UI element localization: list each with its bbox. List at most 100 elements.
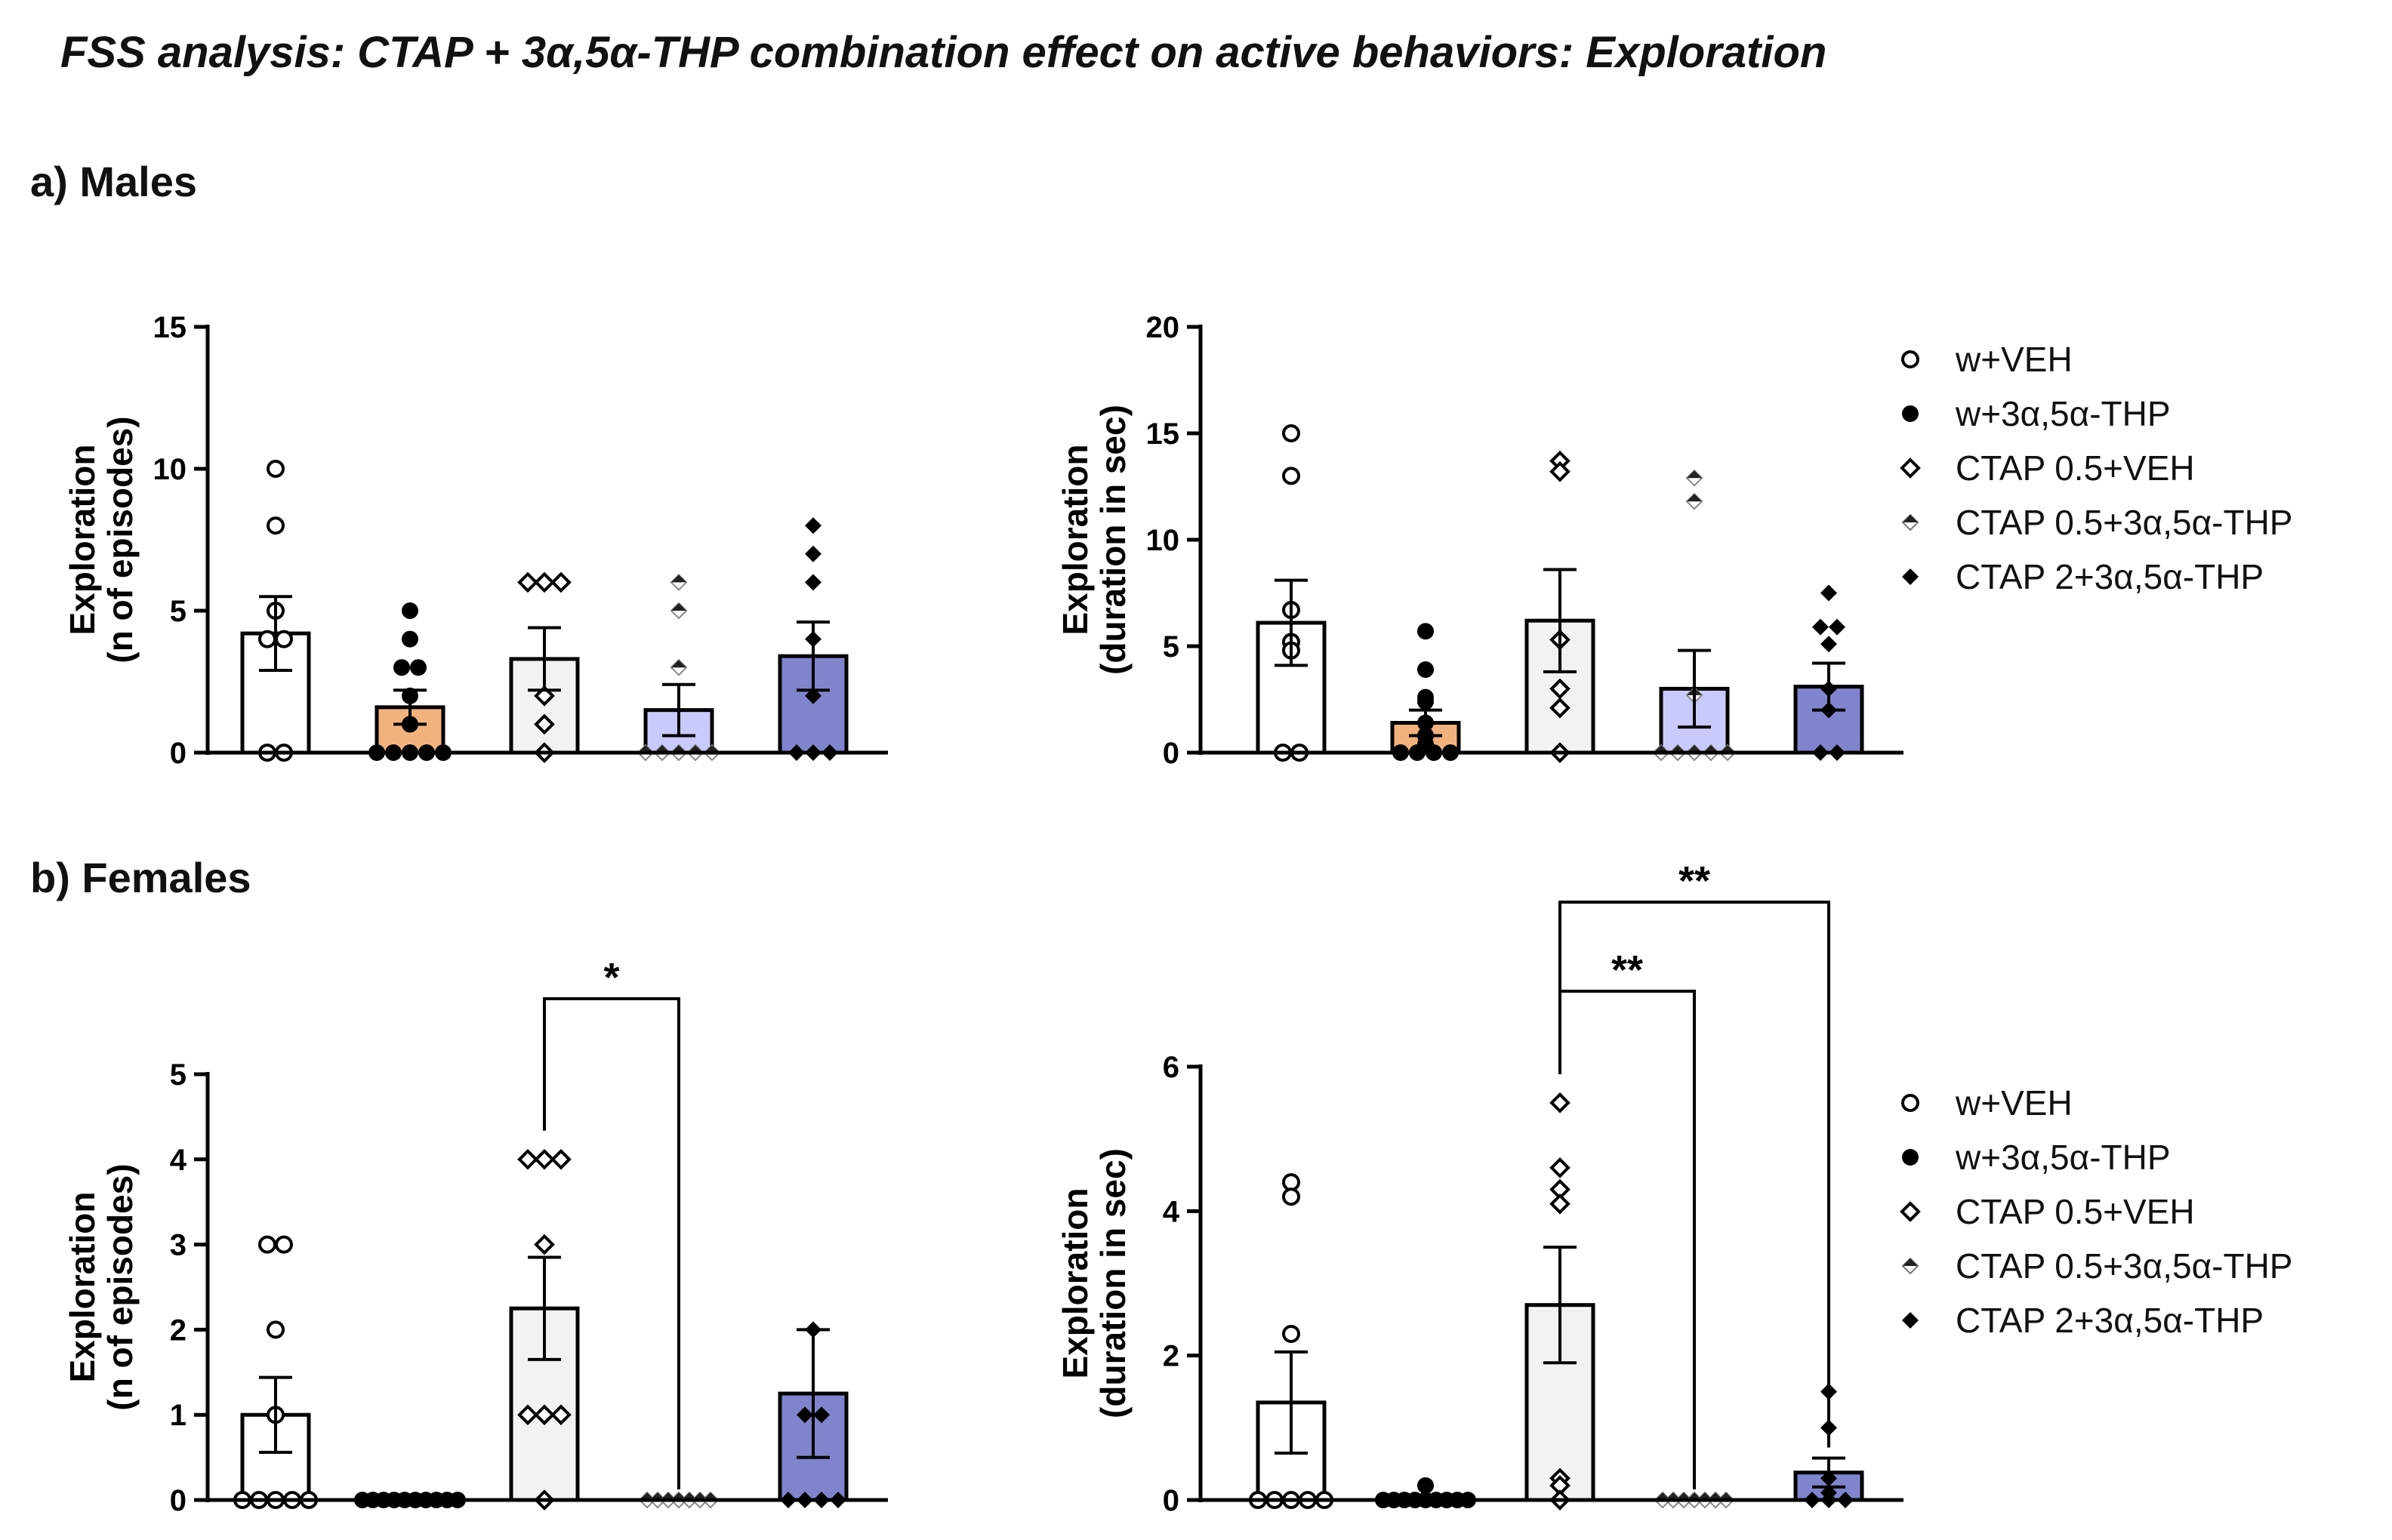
y-tick-label: 0 [1163, 1484, 1179, 1517]
points-group-5 [788, 517, 838, 761]
significance-bracket-line [543, 997, 680, 1489]
data-point [1549, 460, 1571, 482]
data-point [267, 460, 285, 478]
chart-females-duration: 0 2 4 6 Exploration(duration in sec) ** ** [1056, 858, 1903, 1517]
circle-open-icon [1901, 1094, 1919, 1112]
data-point [534, 1234, 555, 1255]
y-axis-label-line: Exploration [1056, 1187, 1095, 1378]
diamond-filled-icon [1902, 1312, 1919, 1329]
points-group-3 [517, 571, 572, 763]
error-bar-4 [1678, 648, 1711, 729]
data-point [393, 659, 410, 676]
y-axis-label-line: (duration in sec) [1093, 1148, 1133, 1418]
data-point [1417, 661, 1434, 679]
y-tick-label: 10 [1146, 524, 1180, 557]
data-point [813, 1406, 830, 1424]
legend-males: w+VEH w+3α,5α-THP CTAP 0.5+VEH CTAP 0.5+… [1895, 332, 2363, 604]
y-axis-label-line: (n of episodes) [100, 416, 140, 663]
data-point [1549, 1157, 1571, 1178]
data-point [1685, 492, 1703, 510]
legend-item-ctap05-thp: CTAP 0.5+3α,5α-THP [1895, 495, 2363, 550]
y-axis-label: Exploration(n of episodes) [63, 416, 140, 663]
data-point [1282, 1187, 1300, 1206]
legend-label: w+VEH [1956, 340, 2073, 379]
data-point [534, 713, 555, 735]
y-tick-label: 5 [170, 595, 186, 628]
circle-open-icon [1901, 350, 1919, 368]
significance-bracket [1558, 901, 1830, 1448]
points-group-3 [1549, 1092, 1571, 1511]
data-point [267, 1320, 285, 1339]
y-tick-label: 3 [170, 1229, 186, 1262]
legend-label: w+3α,5α-THP [1956, 1138, 2171, 1177]
y-tick-label: 2 [1163, 1340, 1179, 1373]
error-bar-3 [528, 626, 561, 692]
y-axis-label: Exploration(duration in sec) [1056, 405, 1133, 675]
y-axis-label-line: (n of episodes) [100, 1163, 140, 1410]
legend-label: w+3α,5α-THP [1956, 394, 2171, 433]
data-point [517, 571, 538, 593]
data-point-fill [671, 660, 686, 668]
data-point [267, 516, 285, 535]
points-group-2 [1375, 1477, 1476, 1508]
error-bar-4 [662, 682, 695, 738]
data-point [1549, 1193, 1571, 1215]
chart-females-episodes: 0 1 2 3 4 5 Exploration(n of episodes) * [63, 955, 888, 1517]
legend-label: CTAP 2+3α,5α-THP [1956, 1301, 2264, 1340]
data-point [670, 602, 688, 620]
section-label-females: b) Females [30, 854, 251, 901]
significance-label: ** [1611, 947, 1643, 993]
data-point [805, 687, 821, 704]
legend-label: CTAP 0.5+VEH [1956, 448, 2195, 488]
y-axis-label-line: Exploration [1056, 444, 1095, 635]
diamond-open-icon [1900, 457, 1921, 479]
legend-item-ctap05-veh: CTAP 0.5+VEH [1895, 1184, 2363, 1239]
error-bar-1 [1275, 1350, 1308, 1455]
y-tick-label: 10 [153, 453, 187, 486]
error-bar-1 [259, 595, 292, 672]
data-point [258, 1235, 276, 1254]
y-tick-label: 6 [1163, 1051, 1179, 1084]
legend-label: CTAP 2+3α,5α-THP [1956, 557, 2264, 596]
data-point [1282, 424, 1300, 442]
y-axis-label: Exploration(duration in sec) [1056, 1148, 1133, 1418]
chart-males-duration: 0 5 10 15 20 Exploration(duration in sec) [1056, 311, 1903, 770]
y-tick-label: 20 [1146, 311, 1180, 344]
data-point [517, 1404, 538, 1426]
y-tick-label: 5 [170, 1058, 186, 1092]
y-tick-label: 0 [1163, 737, 1179, 770]
y-axis-label-line: Exploration [63, 444, 102, 635]
data-point [550, 571, 572, 593]
error-bar-5 [797, 1328, 830, 1459]
points-group-5 [1812, 584, 1845, 761]
data-point [1685, 469, 1703, 487]
data-point-fill [1687, 494, 1702, 502]
y-tick-label: 4 [170, 1144, 187, 1177]
significance-label: * [603, 955, 619, 1000]
y-axis-label-line: (duration in sec) [1093, 405, 1133, 675]
error-bar-1 [259, 1375, 292, 1454]
points-group-3 [517, 1148, 572, 1511]
data-point [534, 1404, 555, 1426]
circle-filled-icon [1902, 1149, 1919, 1166]
y-axis-label: Exploration(n of episodes) [63, 1163, 140, 1410]
data-point [1282, 467, 1300, 485]
y-tick-label: 0 [170, 737, 186, 770]
data-point [1549, 1092, 1571, 1113]
diamond-half-icon [1901, 513, 1919, 531]
y-tick-label: 4 [1163, 1195, 1180, 1228]
error-bar-1 [1275, 578, 1308, 667]
data-point [517, 1148, 538, 1170]
data-point [1829, 618, 1845, 636]
significance-bracket-line [1558, 901, 1830, 1448]
diamond-filled-icon [1902, 568, 1919, 585]
error-bar-2 [1409, 708, 1442, 738]
data-point [1549, 697, 1571, 719]
section-label-males: a) Males [30, 158, 197, 205]
data-point [402, 602, 418, 619]
legend-item-ctap05-veh: CTAP 0.5+VEH [1895, 441, 2363, 495]
legend-label: w+VEH [1956, 1083, 2073, 1123]
data-point [275, 630, 293, 648]
legend-item-w-thp: w+3α,5α-THP [1895, 1130, 2363, 1184]
data-point [402, 630, 418, 648]
